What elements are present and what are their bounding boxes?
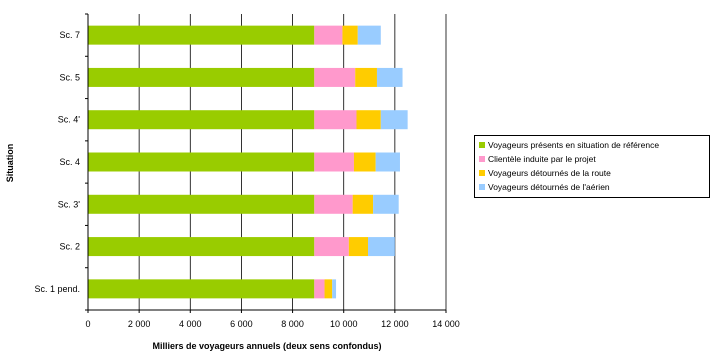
legend-swatch [479,184,485,190]
bar-segment [88,237,315,257]
x-tick-label: 0 [85,319,90,329]
bar-segment [373,194,399,214]
bar-segment [314,194,353,214]
y-tick-label: Sc. 4' [58,115,81,125]
bar-segment [314,152,354,172]
bar-segment [88,152,315,172]
x-tick-label: 2 000 [128,319,151,329]
x-axis-title: Milliers de voyageurs annuels (deux sens… [152,341,381,351]
x-tick-label: 4 000 [179,319,202,329]
y-tick-label: Sc. 7 [59,30,80,40]
bar-segment [88,110,315,130]
legend-item: Clientèle induite par le projet [479,152,705,166]
y-tick-label: Sc. 5 [59,72,80,82]
bar-segment [342,25,358,45]
legend-label: Voyageurs détournés de la route [488,168,611,178]
x-tick-label: 8 000 [281,319,304,329]
legend-swatch [479,142,485,148]
bar-segment [375,152,400,172]
legend-item: Voyageurs présents en situation de référ… [479,138,705,152]
bar-segment [368,237,395,257]
y-tick-labels: Sc. 7 Sc. 5 Sc. 4' Sc. 4 Sc. 3' Sc. 2 Sc. 1 pe… [34,30,80,294]
y-tick-label: Sc. 3' [58,199,81,209]
bar-segment [356,110,381,130]
bar-segment [353,152,376,172]
bar-segment [380,110,408,130]
bar-segment [314,110,357,130]
bar-segment [352,194,374,214]
bar-segment [88,67,315,87]
bar-segment [324,279,333,299]
legend-label: Clientèle induite par le projet [488,154,596,164]
legend: Voyageurs présents en situation de référ… [474,135,710,198]
bars [88,25,408,299]
x-tick-label: 6 000 [230,319,253,329]
bar-segment [314,67,356,87]
y-tick-label: Sc. 4 [59,157,80,167]
legend-swatch [479,170,485,176]
bar-segment [348,237,369,257]
axes [85,13,447,313]
legend-item: Voyageurs détournés de la route [479,166,705,180]
legend-label: Voyageurs détournés de l'aérien [488,182,610,192]
bar-segment [314,237,349,257]
bar-segment [357,25,381,45]
bar-segment [88,25,315,45]
x-tick-label: 12 000 [381,319,409,329]
legend-label: Voyageurs présents en situation de référ… [488,140,660,150]
bar-segment [88,279,315,299]
bar-segment [376,67,403,87]
y-axis-title: Situation [5,144,15,183]
x-tick-label: 14 000 [432,319,460,329]
bar-segment [355,67,377,87]
x-tick-labels: 0 2 000 4 000 6 000 8 000 10 000 12 000 14 000 [85,319,459,329]
bar-segment [332,279,337,299]
y-tick-label: Sc. 2 [59,242,80,252]
legend-item: Voyageurs détournés de l'aérien [479,180,705,194]
y-tick-label: Sc. 1 pend. [34,284,80,294]
bar-segment [314,279,325,299]
legend-swatch [479,156,485,162]
bar-segment [88,194,315,214]
bar-segment [314,25,343,45]
x-tick-label: 10 000 [330,319,358,329]
